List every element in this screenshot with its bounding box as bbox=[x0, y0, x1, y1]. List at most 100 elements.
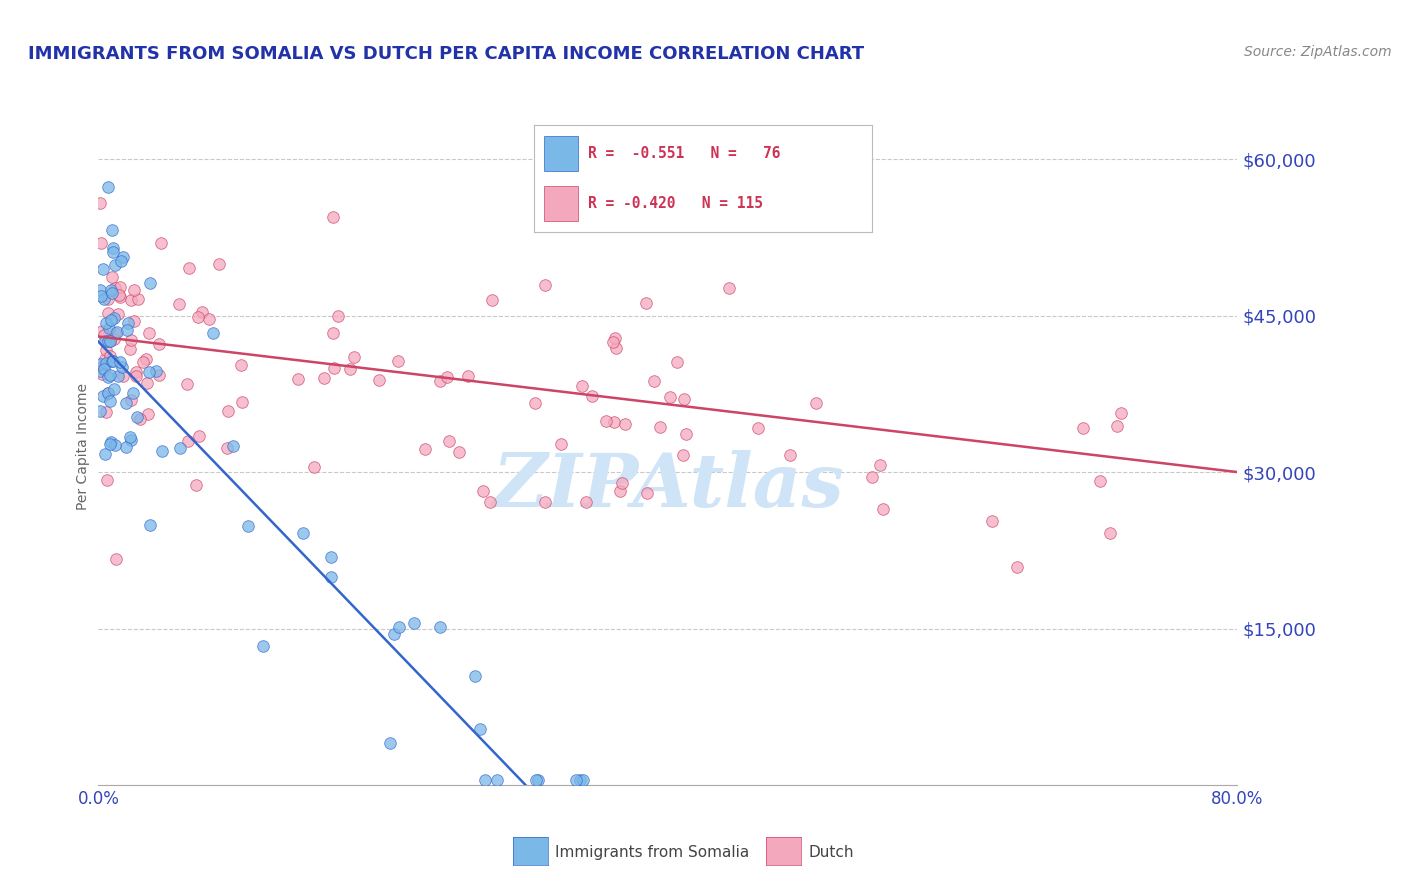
Point bbox=[97, 306, 120, 320]
Point bbox=[436, 369, 458, 384]
Point bbox=[672, 392, 695, 406]
Point bbox=[191, 304, 214, 318]
Point bbox=[252, 640, 274, 654]
Point bbox=[120, 293, 142, 308]
Point bbox=[527, 772, 550, 787]
Point bbox=[217, 442, 239, 456]
Point bbox=[105, 325, 128, 339]
Point bbox=[148, 368, 170, 383]
Point bbox=[89, 364, 111, 378]
Point bbox=[314, 371, 336, 385]
Point bbox=[1109, 406, 1132, 420]
Y-axis label: Per Capita Income: Per Capita Income bbox=[76, 383, 90, 509]
Point bbox=[101, 285, 124, 300]
Point bbox=[319, 570, 342, 584]
Point bbox=[96, 473, 118, 487]
Point bbox=[110, 280, 132, 294]
Point bbox=[104, 281, 127, 295]
Point bbox=[104, 258, 127, 272]
Point bbox=[150, 235, 173, 250]
Point bbox=[650, 419, 672, 434]
Point bbox=[138, 277, 160, 291]
Point bbox=[872, 501, 894, 516]
Point bbox=[322, 326, 344, 340]
Point bbox=[523, 395, 546, 409]
Point bbox=[90, 289, 112, 303]
Point bbox=[603, 331, 626, 345]
Point bbox=[98, 334, 121, 348]
Point bbox=[120, 434, 142, 448]
Point bbox=[127, 409, 149, 424]
Point bbox=[122, 386, 145, 401]
Point bbox=[291, 526, 314, 541]
Text: IMMIGRANTS FROM SOMALIA VS DUTCH PER CAPITA INCOME CORRELATION CHART: IMMIGRANTS FROM SOMALIA VS DUTCH PER CAP… bbox=[28, 45, 865, 62]
Point bbox=[103, 245, 125, 260]
Point bbox=[380, 736, 402, 750]
Point bbox=[98, 393, 121, 408]
Point bbox=[100, 434, 122, 449]
Point bbox=[103, 383, 125, 397]
Point bbox=[869, 458, 891, 472]
Point bbox=[666, 355, 689, 369]
Point bbox=[104, 438, 127, 452]
Point bbox=[103, 241, 125, 255]
Point bbox=[572, 772, 595, 787]
Point bbox=[568, 772, 591, 787]
Point bbox=[100, 312, 122, 326]
Point bbox=[94, 334, 117, 348]
Point bbox=[429, 374, 451, 388]
Point bbox=[122, 283, 145, 297]
Point bbox=[208, 257, 231, 271]
Point bbox=[187, 310, 209, 325]
Point bbox=[603, 415, 626, 429]
Point bbox=[581, 389, 603, 403]
Point bbox=[479, 495, 502, 509]
Point bbox=[138, 326, 160, 340]
Point bbox=[97, 180, 120, 194]
Point bbox=[94, 405, 117, 419]
Point bbox=[302, 460, 325, 475]
Point bbox=[1098, 526, 1121, 541]
Text: ZIPAtlas: ZIPAtlas bbox=[492, 450, 844, 523]
Point bbox=[97, 385, 120, 400]
Point bbox=[93, 362, 115, 376]
Point bbox=[97, 386, 120, 401]
Point bbox=[127, 292, 149, 306]
Point bbox=[429, 620, 451, 634]
Point bbox=[101, 354, 124, 368]
Point bbox=[111, 250, 134, 264]
Point bbox=[94, 356, 117, 370]
Point bbox=[614, 417, 637, 431]
Point bbox=[125, 369, 148, 384]
Point bbox=[804, 396, 827, 410]
Point bbox=[382, 626, 405, 640]
Point bbox=[139, 517, 162, 532]
Point bbox=[98, 368, 121, 382]
Point bbox=[89, 195, 111, 210]
Point bbox=[132, 355, 155, 369]
Point bbox=[110, 254, 132, 268]
Point bbox=[94, 343, 117, 357]
Point bbox=[93, 328, 115, 343]
Point bbox=[89, 357, 111, 371]
Point bbox=[201, 326, 224, 341]
Point bbox=[457, 368, 479, 383]
Point bbox=[609, 484, 631, 499]
Point bbox=[179, 261, 201, 276]
Point bbox=[672, 448, 695, 462]
Point bbox=[152, 444, 174, 458]
Point bbox=[103, 332, 125, 346]
Point bbox=[860, 470, 883, 484]
Point bbox=[108, 355, 131, 369]
Point bbox=[231, 395, 253, 409]
Point bbox=[125, 366, 148, 380]
Point bbox=[322, 211, 344, 225]
Point bbox=[148, 337, 170, 351]
Point bbox=[471, 484, 494, 499]
Point bbox=[387, 353, 409, 368]
Text: R =  -0.551   N =   76: R = -0.551 N = 76 bbox=[588, 145, 780, 161]
Point bbox=[104, 552, 127, 566]
Point bbox=[534, 277, 557, 292]
Point bbox=[658, 390, 681, 404]
Point bbox=[136, 376, 159, 391]
